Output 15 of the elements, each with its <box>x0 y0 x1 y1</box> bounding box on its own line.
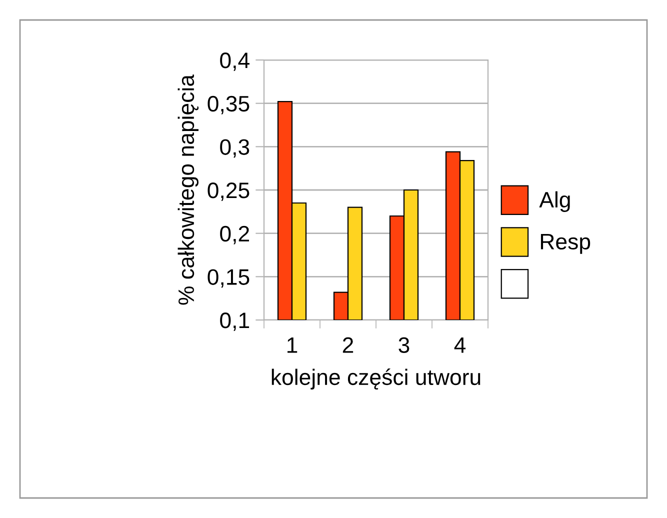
legend-label: Alg <box>539 191 570 212</box>
legend-label: Resp <box>540 234 590 254</box>
x-tick-label: 1 <box>288 337 298 353</box>
y-tick-label: 0,3 <box>220 139 250 158</box>
y-tick-label: 0,15 <box>208 269 250 288</box>
y-tick-label: 0,35 <box>208 96 250 114</box>
y-tick-label: 0,25 <box>208 182 250 201</box>
y-tick-label: 0,2 <box>220 226 249 244</box>
y-tick-label: 0,1 <box>220 312 250 331</box>
x-axis-title: kolejne części utworu <box>272 368 480 390</box>
y-axis-title: % całkowitego napięcia <box>178 74 199 305</box>
y-tick-label: 0,4 <box>220 52 250 71</box>
x-tick-label: 3 <box>398 337 410 353</box>
x-tick-label: 2 <box>342 337 354 353</box>
x-tick-label: 4 <box>454 337 466 353</box>
